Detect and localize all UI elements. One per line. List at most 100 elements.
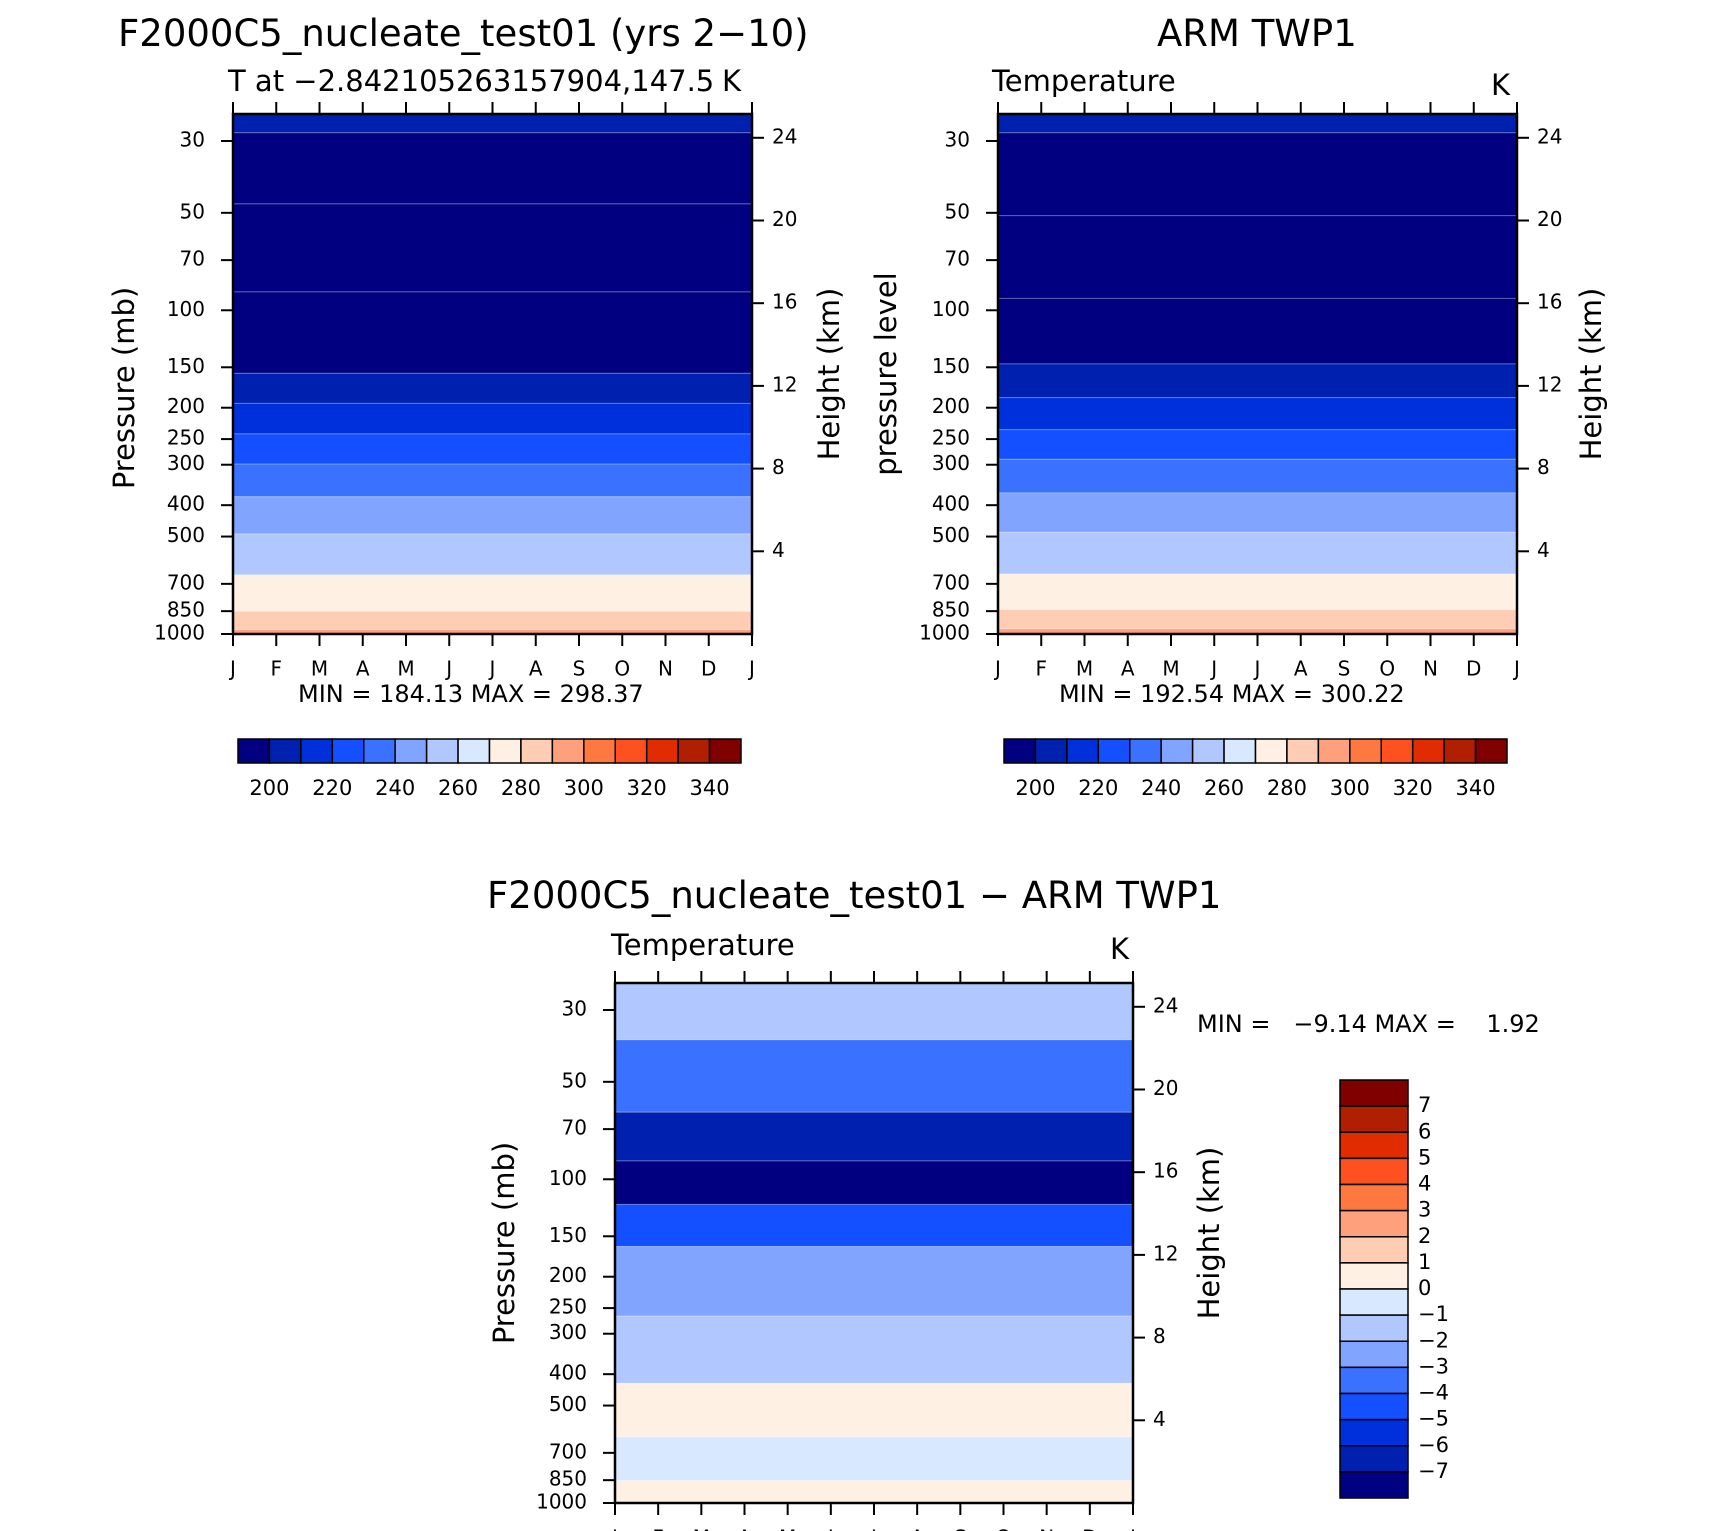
colorbar-swatch bbox=[1286, 738, 1320, 764]
panel1-units: K bbox=[722, 64, 742, 98]
y2-tick-label: 20 bbox=[1537, 207, 1562, 231]
y2-tick-label: 8 bbox=[1153, 1324, 1166, 1348]
y-tick-label: 200 bbox=[932, 394, 970, 418]
y-tick-label: 1000 bbox=[154, 621, 205, 645]
y-tick-label: 1000 bbox=[919, 621, 970, 645]
colorbar-swatch bbox=[1003, 738, 1037, 764]
y-tick-label: 700 bbox=[167, 570, 205, 594]
colorbar-tick-label: 300 bbox=[564, 776, 604, 800]
colorbar-swatch bbox=[1339, 1418, 1409, 1447]
x-tick-label: M bbox=[1162, 657, 1179, 681]
colorbar-swatch bbox=[1339, 1471, 1409, 1499]
chart-1-contour-fills bbox=[233, 114, 752, 634]
colorbar-tick-label: 320 bbox=[627, 776, 667, 800]
colorbar-tick-label: −4 bbox=[1418, 1381, 1449, 1405]
contour-band bbox=[998, 628, 1517, 634]
colorbar-swatch bbox=[268, 738, 302, 764]
colorbar-swatch bbox=[1411, 738, 1445, 764]
x-tick-label: J bbox=[869, 1526, 877, 1531]
y-tick-label: 70 bbox=[562, 1116, 587, 1140]
contour-band bbox=[233, 403, 752, 434]
y-tick-label: 50 bbox=[945, 199, 970, 223]
colorbar-swatch bbox=[1191, 738, 1225, 764]
y-tick-label: 700 bbox=[932, 570, 970, 594]
panel1-subtitle: T at −2.842105263157904,147.5 bbox=[228, 64, 715, 98]
colorbar-tick-label: 200 bbox=[249, 776, 289, 800]
contour-band bbox=[998, 363, 1517, 398]
colorbar-swatch bbox=[331, 738, 365, 764]
y-tick-label: 70 bbox=[180, 247, 205, 271]
y-tick-label: 50 bbox=[562, 1068, 587, 1092]
colorbar-swatch bbox=[1129, 738, 1162, 764]
y2-tick-label: 16 bbox=[1537, 290, 1562, 314]
chart-2-contour-fills bbox=[998, 114, 1517, 634]
colorbar-swatch bbox=[583, 738, 616, 764]
x-tick-label: D bbox=[1466, 657, 1481, 681]
colorbar-swatch bbox=[1066, 738, 1100, 764]
colorbar-swatch bbox=[1339, 1392, 1409, 1421]
y2-tick-label: 20 bbox=[772, 207, 797, 231]
y-tick-label: 500 bbox=[167, 523, 205, 547]
colorbar-swatch bbox=[1339, 1340, 1409, 1369]
y2-tick-label: 4 bbox=[1153, 1407, 1166, 1431]
panel2-subtitle: Temperature bbox=[992, 64, 1176, 98]
x-tick-label: D bbox=[1082, 1526, 1097, 1531]
contour-band bbox=[233, 574, 752, 612]
colorbar-swatch bbox=[300, 738, 334, 764]
y2-tick-label: 4 bbox=[1537, 538, 1550, 562]
colorbar-tick-label: 200 bbox=[1015, 776, 1055, 800]
colorbar-swatch bbox=[1339, 1288, 1409, 1316]
contour-band bbox=[615, 1039, 1133, 1113]
contour-band bbox=[998, 397, 1517, 430]
colorbar-swatch bbox=[1097, 738, 1131, 764]
colorbar-tick-label: 240 bbox=[1141, 776, 1181, 800]
y2-tick-label: 12 bbox=[1537, 372, 1562, 396]
x-tick-label: J bbox=[610, 1526, 618, 1531]
y-tick-label: 100 bbox=[167, 297, 205, 321]
y-tick-label: 200 bbox=[549, 1263, 587, 1287]
contour-band bbox=[998, 298, 1517, 364]
colorbar-tick-label: −5 bbox=[1418, 1407, 1449, 1431]
colorbar-tick-label: 220 bbox=[312, 776, 352, 800]
x-tick-label: J bbox=[444, 657, 452, 681]
contour-band bbox=[233, 203, 752, 292]
panel3-title: F2000C5_nucleate_test01 − ARM TWP1 bbox=[487, 874, 1222, 917]
y-tick-label: 150 bbox=[167, 354, 205, 378]
panel1-title: F2000C5_nucleate_test01 (yrs 2−10) bbox=[118, 12, 809, 55]
x-tick-label: M bbox=[693, 1526, 710, 1531]
colorbar-swatch bbox=[1339, 1157, 1409, 1186]
colorbar-tick-label: 6 bbox=[1418, 1119, 1431, 1143]
colorbar-swatch bbox=[1339, 1366, 1409, 1395]
colorbar-2: 200 220 240 260 280 300 320 340 bbox=[1003, 738, 1508, 800]
contour-band bbox=[233, 291, 752, 374]
y-tick-label: 850 bbox=[549, 1467, 587, 1491]
x-tick-label: J bbox=[488, 657, 496, 681]
colorbar-tick-label: 340 bbox=[1456, 776, 1496, 800]
colorbar-tick-label: −3 bbox=[1418, 1354, 1449, 1378]
y-tick-label: 100 bbox=[549, 1166, 587, 1190]
y-tick-label: 100 bbox=[932, 297, 970, 321]
contour-band bbox=[233, 132, 752, 204]
panel2-minmax: MIN = 192.54 MAX = 300.22 bbox=[1059, 680, 1405, 708]
x-tick-label: F bbox=[652, 1526, 664, 1531]
contour-band bbox=[615, 1480, 1133, 1503]
y2-tick-label: 12 bbox=[772, 372, 797, 396]
colorbar-swatch bbox=[1339, 1131, 1409, 1160]
contour-band bbox=[615, 983, 1133, 1040]
y-tick-label: 70 bbox=[945, 247, 970, 271]
colorbar-swatch bbox=[1380, 738, 1414, 764]
contour-band bbox=[615, 1316, 1133, 1384]
y-tick-label: 250 bbox=[932, 426, 970, 450]
colorbar-swatch bbox=[488, 738, 522, 764]
colorbar-swatch bbox=[1317, 738, 1351, 764]
colorbar-tick-label: 260 bbox=[438, 776, 478, 800]
contour-band bbox=[998, 573, 1517, 610]
y-tick-label: 50 bbox=[180, 199, 205, 223]
colorbar-1: 200 220 240 260 280 300 320 340 bbox=[237, 738, 742, 800]
x-tick-label: A bbox=[738, 1526, 752, 1531]
contour-band bbox=[233, 433, 752, 465]
